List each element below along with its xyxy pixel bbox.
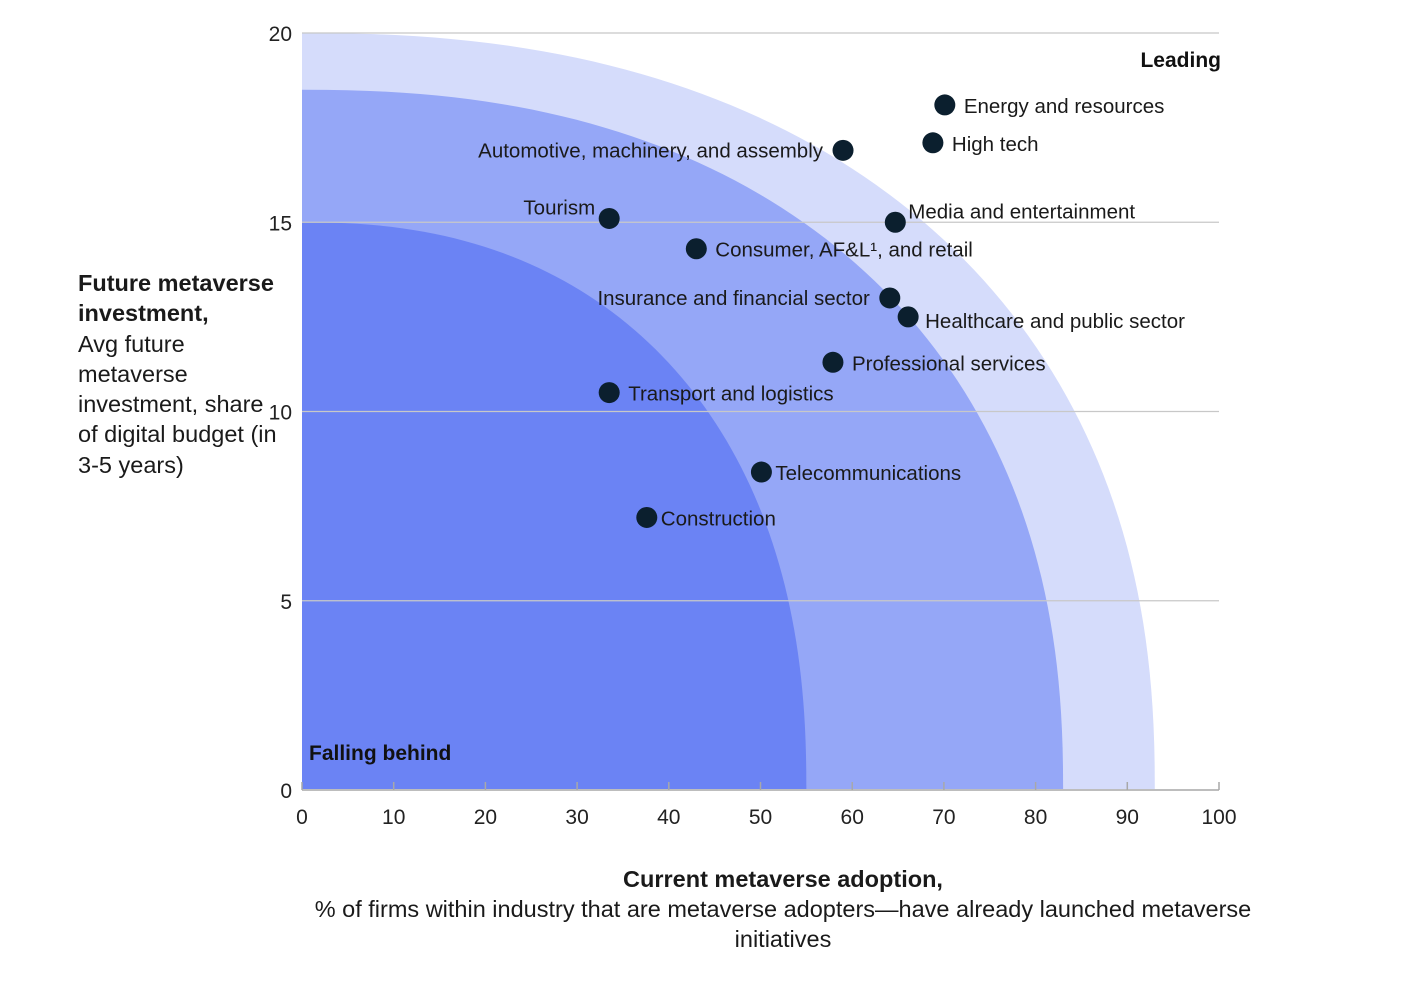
point-telecommunications (750, 461, 772, 483)
point-insurance-and-financial-sector (879, 287, 901, 309)
leading-annotation: Leading (1140, 49, 1221, 72)
x-tick-label-90: 90 (1116, 806, 1139, 829)
grid-layer (302, 32, 1219, 602)
point-tourism (598, 207, 620, 229)
point-label-professional-services: Professional services (852, 352, 1046, 375)
x-tick-label-20: 20 (474, 806, 497, 829)
point-label-construction: Construction (661, 507, 776, 530)
x-tick-label-10: 10 (382, 806, 405, 829)
y-axis-title: Future metaverse investment, (78, 270, 274, 327)
x-tick-label-60: 60 (841, 806, 864, 829)
point-consumer-af-l-and-retail (685, 238, 707, 260)
y-axis-label: Future metaverse investment, Avg future … (78, 268, 278, 480)
point-label-automotive-machinery-and-assembly: Automotive, machinery, and assembly (478, 139, 824, 162)
point-label-high-tech: High tech (952, 133, 1039, 156)
point-high-tech (922, 132, 944, 154)
point-label-energy-and-resources: Energy and resources (964, 95, 1165, 118)
point-transport-and-logistics (598, 382, 620, 404)
falling-behind-annotation: Falling behind (309, 742, 451, 765)
point-media-and-entertainment (884, 211, 906, 233)
x-tick-label-0: 0 (296, 806, 308, 829)
x-axis-subtitle: % of firms within industry that are meta… (314, 896, 1252, 952)
x-tick-label-50: 50 (749, 806, 772, 829)
x-tick-label-30: 30 (565, 806, 588, 829)
point-label-healthcare-and-public-sector: Healthcare and public sector (925, 310, 1185, 333)
y-tick-label-0: 0 (280, 780, 292, 803)
point-label-tourism: Tourism (523, 196, 595, 219)
point-label-transport-and-logistics: Transport and logistics (628, 383, 833, 406)
point-construction (636, 506, 658, 528)
x-tick-label-40: 40 (657, 806, 680, 829)
x-axis-label: Current metaverse adoption, % of firms w… (300, 864, 1266, 954)
y-tick-label-15: 15 (269, 212, 292, 235)
x-tick-label-80: 80 (1024, 806, 1047, 829)
point-healthcare-and-public-sector (897, 306, 919, 328)
point-label-telecommunications: Telecommunications (775, 462, 961, 485)
x-tick-label-70: 70 (932, 806, 955, 829)
y-axis-subtitle: Avg future metaverse investment, share o… (78, 330, 277, 478)
y-tick-label-5: 5 (280, 591, 292, 614)
point-label-consumer-af-l-and-retail: Consumer, AF&L¹, and retail (715, 239, 973, 262)
points-layer: Energy and resources High tech Automotive,… (478, 94, 1185, 530)
point-professional-services (822, 351, 844, 373)
point-label-insurance-and-financial-sector: Insurance and financial sector (597, 287, 870, 310)
x-tick-label-100: 100 (1201, 806, 1236, 829)
axes-layer: 0 10 20 30 40 50 60 70 80 90 100 0 5 10 15 20 (269, 23, 1237, 829)
x-axis-title: Current metaverse adoption, (623, 866, 943, 892)
y-tick-label-20: 20 (269, 23, 292, 46)
point-automotive-machinery-and-assembly (832, 139, 854, 161)
y-tick-label-10: 10 (269, 402, 292, 425)
point-energy-and-resources (934, 94, 956, 116)
point-label-media-and-entertainment: Media and entertainment (908, 200, 1135, 223)
band-inner (302, 222, 807, 790)
